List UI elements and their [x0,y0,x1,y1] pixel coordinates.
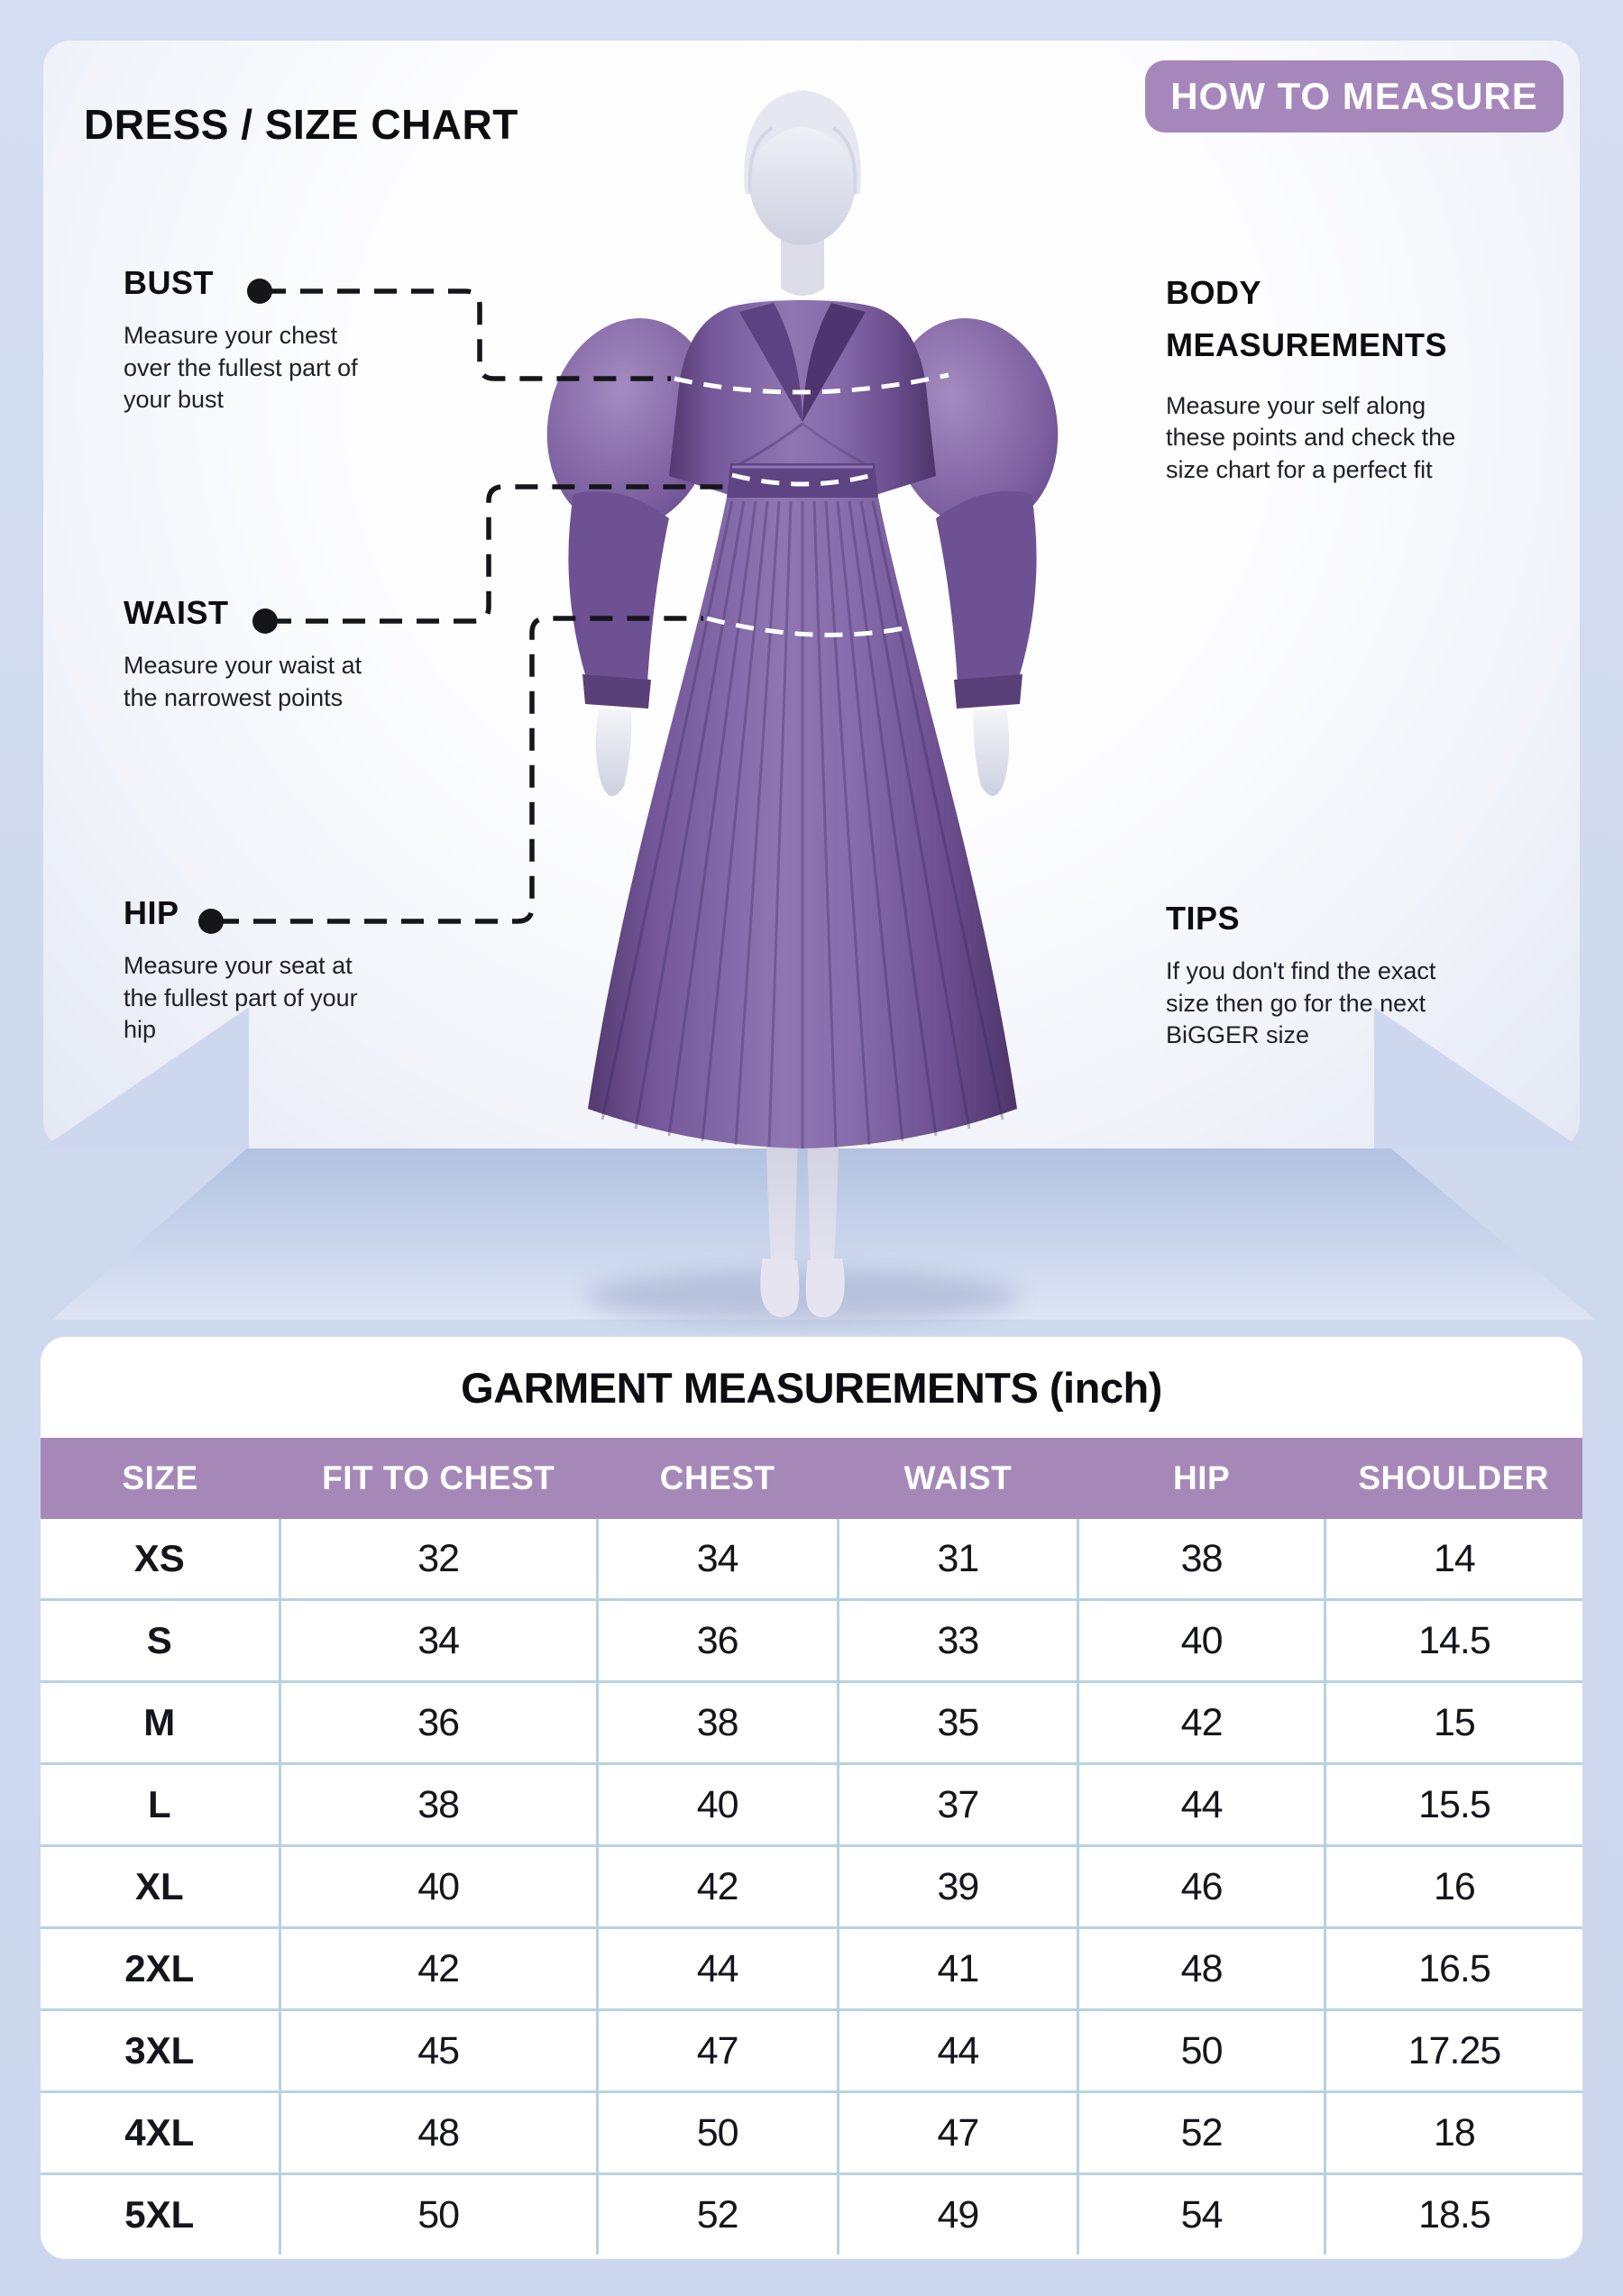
col-header-hip: HIP [1077,1438,1325,1519]
size-cell: L [41,1762,281,1847]
value-cell: 15 [1323,1680,1582,1765]
value-cell: 18 [1323,2090,1582,2175]
size-cell: 5XL [41,2173,281,2255]
hip-description: Measure your seat at the fullest part of… [124,952,358,1044]
waist-description: Measure your waist at the narrowest poin… [124,652,362,711]
value-cell: 44 [1077,1762,1326,1847]
value-cell: 38 [595,1680,839,1765]
size-cell: XL [41,1844,281,1929]
value-cell: 52 [595,2173,839,2255]
stage-floor [51,1148,1596,1320]
table-header-row: SIZE FIT TO CHEST CHEST WAIST HIP SHOULD… [41,1438,1582,1519]
value-cell: 42 [595,1844,839,1929]
size-cell: 2XL [41,1926,281,2011]
value-cell: 34 [278,1598,599,1683]
col-header-shoulder: SHOULDER [1325,1438,1582,1519]
table-row: S 34 36 33 40 14.5 [41,1598,1582,1683]
stage-left-wall [41,1008,249,1149]
body-measurements-label: BODY MEASUREMENTS [1166,274,1448,364]
table-row: XL 40 42 39 46 16 [41,1844,1582,1929]
value-cell: 47 [836,2090,1080,2175]
value-cell: 36 [595,1598,839,1683]
value-cell: 49 [836,2173,1080,2255]
value-cell: 38 [278,1762,599,1847]
col-header-fit-to-chest: FIT TO CHEST [280,1438,598,1519]
value-cell: 44 [836,2008,1080,2093]
value-cell: 33 [836,1598,1080,1683]
value-cell: 39 [836,1844,1080,1929]
value-cell: 40 [278,1844,599,1929]
value-cell: 40 [1077,1598,1326,1683]
value-cell: 44 [595,1926,839,2011]
table-row: 5XL 50 52 49 54 18.5 [41,2173,1582,2255]
value-cell: 40 [595,1762,839,1847]
garment-table-title: GARMENT MEASUREMENTS (inch) [461,1363,1162,1412]
tips-description: If you don't find the exact size then go… [1166,957,1436,1049]
body-measurements-annotation: BODY MEASUREMENTS Measure your self alon… [1166,267,1490,487]
value-cell: 16 [1323,1844,1582,1929]
value-cell: 50 [278,2173,599,2255]
value-cell: 50 [595,2090,839,2175]
value-cell: 36 [278,1680,599,1765]
table-row: XS 32 34 31 38 14 [41,1519,1582,1601]
table-row: 2XL 42 44 41 48 16.5 [41,1926,1582,2011]
tips-annotation: TIPS If you don't find the exact size th… [1166,900,1481,1052]
col-header-size: SIZE [41,1438,280,1519]
size-cell: 3XL [41,2008,281,2093]
value-cell: 48 [278,2090,599,2175]
value-cell: 48 [1077,1926,1326,2011]
size-cell: 4XL [41,2090,281,2175]
table-row: 3XL 45 47 44 50 17.25 [41,2008,1582,2093]
table-row: M 36 38 35 42 15 [41,1680,1582,1765]
value-cell: 41 [836,1926,1080,2011]
tips-label: TIPS [1166,900,1241,937]
body-measurements-description: Measure your self along these points and… [1166,391,1456,483]
value-cell: 37 [836,1762,1080,1847]
value-cell: 18.5 [1323,2173,1582,2255]
value-cell: 38 [1077,1519,1326,1601]
bust-description: Measure your chest over the fullest part… [124,322,358,414]
garment-measurements-card: GARMENT MEASUREMENTS (inch) SIZE FIT TO … [41,1337,1582,2259]
value-cell: 42 [278,1926,599,2011]
size-cell: M [41,1680,281,1765]
stage-right-wall [1374,1008,1582,1149]
bust-label: BUST [124,264,214,301]
value-cell: 14.5 [1323,1598,1582,1683]
value-cell: 52 [1077,2090,1326,2175]
col-header-waist: WAIST [838,1438,1078,1519]
how-to-measure-badge: HOW TO MEASURE [1145,60,1563,133]
value-cell: 16.5 [1323,1926,1582,2011]
value-cell: 50 [1077,2008,1326,2093]
value-cell: 46 [1077,1844,1326,1929]
value-cell: 14 [1323,1519,1582,1601]
value-cell: 35 [836,1680,1080,1765]
value-cell: 31 [836,1519,1080,1601]
value-cell: 34 [595,1519,839,1601]
col-header-chest: CHEST [597,1438,839,1519]
value-cell: 45 [278,2008,599,2093]
value-cell: 15.5 [1323,1762,1582,1847]
bust-annotation: BUST Measure your chest over the fullest… [124,264,376,416]
value-cell: 17.25 [1323,2008,1582,2093]
waist-label: WAIST [124,594,229,631]
value-cell: 32 [278,1519,599,1601]
size-cell: S [41,1598,281,1683]
page-title: DRESS / SIZE CHART [84,100,518,148]
size-cell: XS [41,1519,281,1601]
value-cell: 42 [1077,1680,1326,1765]
hip-label: HIP [124,894,179,931]
value-cell: 47 [595,2008,839,2093]
value-cell: 54 [1077,2173,1326,2255]
size-table: SIZE FIT TO CHEST CHEST WAIST HIP SHOULD… [41,1438,1582,2255]
waist-annotation: WAIST Measure your waist at the narrowes… [124,594,394,714]
table-row: 4XL 48 50 47 52 18 [41,2090,1582,2175]
table-row: L 38 40 37 44 15.5 [41,1762,1582,1847]
hip-annotation: HIP Measure your seat at the fullest par… [124,894,376,1047]
